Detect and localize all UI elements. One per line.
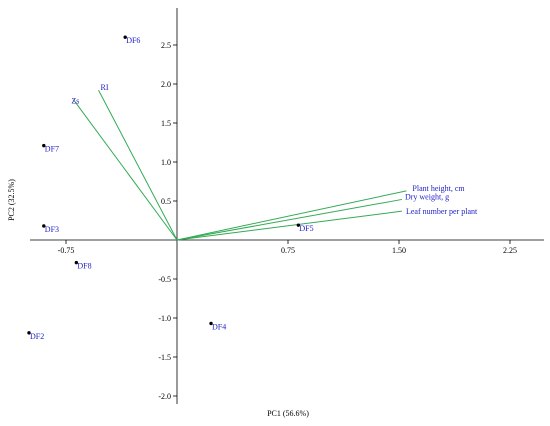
loading-vector xyxy=(98,90,178,241)
x-tick-label: 2.25 xyxy=(503,246,517,255)
point-label: DF2 xyxy=(30,332,44,341)
vector-label: Leaf number per plant xyxy=(406,207,478,216)
point-label: DF5 xyxy=(299,224,313,233)
score-point xyxy=(123,35,127,39)
x-axis-title: PC1 (56.6%) xyxy=(267,409,309,418)
y-tick-label: -2.0 xyxy=(158,392,171,401)
loading-vector xyxy=(176,198,403,241)
point-label: DF6 xyxy=(126,36,140,45)
loading-vector xyxy=(72,99,178,241)
point-label: DF8 xyxy=(77,262,91,271)
point-label: DF4 xyxy=(212,322,226,331)
y-tick-label: 0.5 xyxy=(161,197,171,206)
score-points: DF6DF7DF3DF8DF5DF4DF2DF1C xyxy=(27,35,314,341)
score-point xyxy=(74,260,79,265)
y-tick-label: 2.0 xyxy=(161,80,171,89)
y-tick-label: 1.0 xyxy=(161,158,171,167)
vector-label: RI xyxy=(101,83,109,92)
score-point xyxy=(42,224,46,228)
vector-label: Plant height, cm xyxy=(412,184,465,193)
y-axis-title: PC2 (32.5%) xyxy=(7,179,16,221)
loading-vector xyxy=(176,210,403,241)
point-label: DF3 xyxy=(45,225,59,234)
y-tick-label: 2.5 xyxy=(161,41,171,50)
y-tick-label: -0.5 xyxy=(158,275,171,284)
loading-vector xyxy=(176,190,407,241)
axes: -1.50-0.750.751.502.253.003.754.50-2.0-1… xyxy=(30,8,544,404)
score-point xyxy=(209,321,213,326)
y-tick-label: -1.0 xyxy=(158,314,171,323)
y-tick-label: 1.5 xyxy=(161,119,171,128)
vector-label: Dry weight, g xyxy=(405,192,449,201)
x-tick-label: 0.75 xyxy=(281,246,295,255)
y-tick-label: -1.5 xyxy=(158,353,171,362)
score-point xyxy=(296,223,301,227)
vector-label: Zs xyxy=(71,97,79,106)
score-point xyxy=(42,143,46,148)
x-tick-label: 1.50 xyxy=(392,246,406,255)
x-tick-label: -0.75 xyxy=(58,246,75,255)
score-point xyxy=(27,331,31,335)
point-label: DF7 xyxy=(45,145,59,154)
